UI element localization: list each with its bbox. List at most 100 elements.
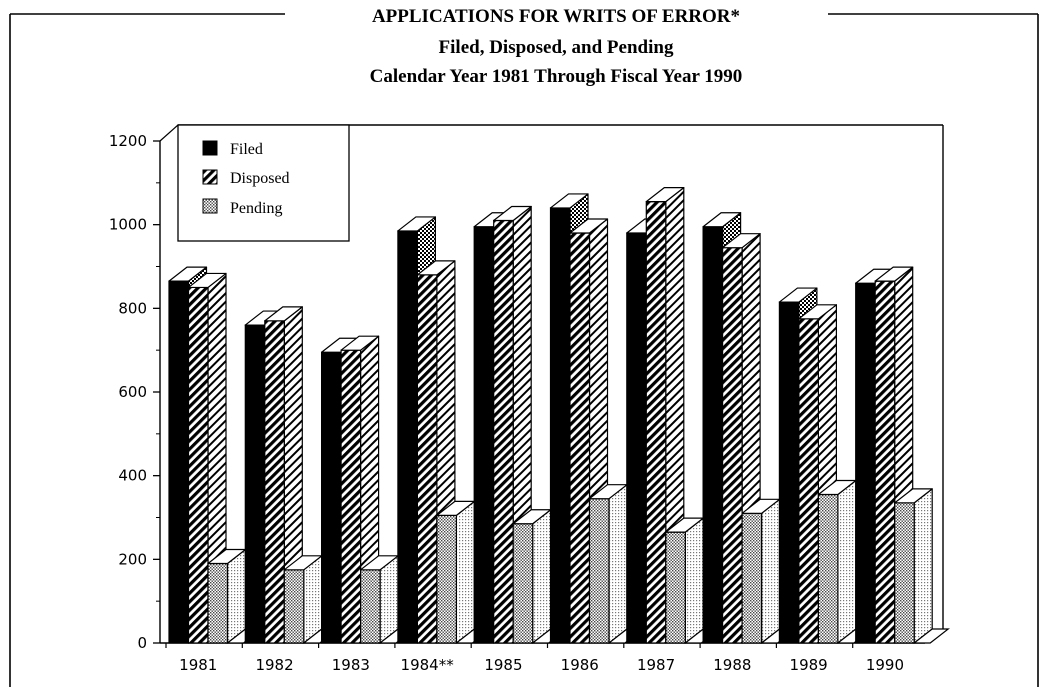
bar-pending-1989 xyxy=(817,479,857,644)
bar-disposed-1988-front xyxy=(721,247,743,644)
bar-pending-1984-side xyxy=(455,500,475,644)
y-axis-top-join xyxy=(159,124,179,142)
bar-filed-1982-front xyxy=(244,324,266,644)
bar-disposed-1990-front xyxy=(874,280,896,644)
bar-pending-1986 xyxy=(588,484,628,644)
bar-filed-1984-front xyxy=(397,230,418,644)
bar-disposed-1981-top xyxy=(187,272,227,289)
bar-filed-1984-top xyxy=(397,216,436,232)
x-tick-label-1989: 1989 xyxy=(790,656,828,674)
legend-label-disposed: Disposed xyxy=(230,170,290,187)
bar-disposed-1990-top xyxy=(874,266,914,282)
bar-pending-1981-side xyxy=(226,548,247,644)
bar-pending-1987-front xyxy=(665,531,686,644)
bar-pending-1984-front xyxy=(436,514,457,644)
bar-filed-1986-front xyxy=(549,207,571,644)
legend: Filed Disposed Pending xyxy=(177,124,350,242)
bar-disposed-1984-top xyxy=(416,260,456,276)
bar-disposed-1988-top xyxy=(721,233,761,249)
bar-filed-1990-front xyxy=(855,282,876,644)
bar-pending-1987-side xyxy=(684,517,704,644)
bar-pending-1990 xyxy=(894,488,933,644)
y-tick-label-0: 0 xyxy=(137,634,147,652)
y-tick-label-200: 200 xyxy=(118,550,147,568)
bar-pending-1983-side xyxy=(379,555,399,644)
bar-pending-1981-front xyxy=(207,562,229,644)
bar-pending-1990-side xyxy=(913,488,933,644)
x-tick-label-1985: 1985 xyxy=(484,656,522,674)
bar-disposed-1981 xyxy=(187,272,227,644)
bar-pending-1983-front xyxy=(360,569,381,644)
bar-pending-1987 xyxy=(665,517,704,644)
y-tick-label-600: 600 xyxy=(118,383,147,401)
bars-group xyxy=(168,187,950,644)
bar-disposed-1982-top xyxy=(264,306,303,322)
bar-pending-1986-front xyxy=(588,498,610,644)
bar-disposed-1986-front xyxy=(569,232,591,644)
bar-pending-1985-side xyxy=(532,509,552,644)
bar-pending-1981 xyxy=(207,548,247,644)
x-tick-label-1990: 1990 xyxy=(866,656,904,674)
bar-filed-1981-top xyxy=(168,266,208,282)
x-tick-label-1982: 1982 xyxy=(255,656,293,674)
y-tick-label-400: 400 xyxy=(118,467,147,485)
x-tick-label-1987: 1987 xyxy=(637,656,675,674)
bar-pending-1988 xyxy=(741,498,781,644)
bar-pending-1982-side xyxy=(303,555,323,644)
bar-filed-1983-front xyxy=(321,351,342,644)
bar-disposed-1984-front xyxy=(416,274,438,644)
legend-label-pending: Pending xyxy=(230,200,282,217)
bar-pending-1983 xyxy=(360,555,399,644)
chart-title: APPLICATIONS FOR WRITS OF ERROR* xyxy=(372,6,740,27)
x-axis-labels: 1981 1982 1983 1984** 1985 1986 1987 1988 1989 19… xyxy=(165,643,904,674)
bar-filed-1988-front xyxy=(702,226,724,644)
x-tick-label-1984: 1984** xyxy=(401,656,455,674)
bar-filed-1989-top xyxy=(778,287,818,303)
bar-disposed-1986-top xyxy=(569,218,609,234)
bar-pending-1986-side xyxy=(608,484,628,644)
y-tick-label-1200: 1200 xyxy=(109,132,147,150)
bar-pending-1982-front xyxy=(283,569,305,644)
y-tick-label-800: 800 xyxy=(118,299,147,317)
x-tick-label-1986: 1986 xyxy=(561,656,599,674)
chart-subtitle-2: Calendar Year 1981 Through Fiscal Year 1… xyxy=(370,66,743,87)
bar-disposed-1985-front xyxy=(493,219,514,644)
legend-swatch-disposed xyxy=(202,169,218,185)
bar-filed-1981-front xyxy=(168,280,190,644)
bar-disposed-1983-front xyxy=(340,349,362,644)
x-tick-label-1983: 1983 xyxy=(332,656,370,674)
bar-disposed-1989-front xyxy=(798,318,820,644)
bar-disposed-1982-front xyxy=(264,320,285,644)
bar-pending-1990-front xyxy=(894,502,915,644)
x-tick-label-1981: 1981 xyxy=(179,656,217,674)
bar-disposed-1983-top xyxy=(340,335,380,351)
bar-disposed-1987-front xyxy=(645,201,667,644)
bar-pending-1985 xyxy=(512,509,552,644)
bar-disposed-1989-top xyxy=(798,304,838,320)
legend-swatch-pending xyxy=(202,198,218,214)
y-axis-ticks: 0 200 400 600 800 1000 1200 xyxy=(109,132,160,652)
bar-disposed-1985-top xyxy=(493,205,532,222)
floor-gap-1990 xyxy=(912,628,950,644)
legend-swatch-filed xyxy=(202,140,218,156)
bar-pending-1985-front xyxy=(512,523,534,644)
bar-pending-1990-top xyxy=(894,488,933,504)
x-tick-label-1988: 1988 xyxy=(713,656,751,674)
bar-filed-1988-top xyxy=(702,212,742,228)
bar-disposed-1988 xyxy=(721,233,761,644)
bar-pending-1984 xyxy=(436,500,475,644)
bar-filed-1986-top xyxy=(549,193,589,209)
legend-label-filed: Filed xyxy=(230,141,263,158)
chart-subtitle-1: Filed, Disposed, and Pending xyxy=(439,37,674,58)
bar-pending-1988-front xyxy=(741,512,763,644)
bar-pending-1989-side xyxy=(837,479,857,644)
bar-pending-1988-side xyxy=(760,498,781,644)
bar-pending-1982 xyxy=(283,555,323,644)
bar-filed-1987-front xyxy=(626,232,647,644)
bar-pending-1989-front xyxy=(817,493,839,644)
bar-disposed-1981-front xyxy=(187,286,209,644)
bar-filed-1989-front xyxy=(778,301,800,644)
bar-filed-1985-front xyxy=(473,226,495,644)
bar-disposed-1987-top xyxy=(645,187,685,203)
